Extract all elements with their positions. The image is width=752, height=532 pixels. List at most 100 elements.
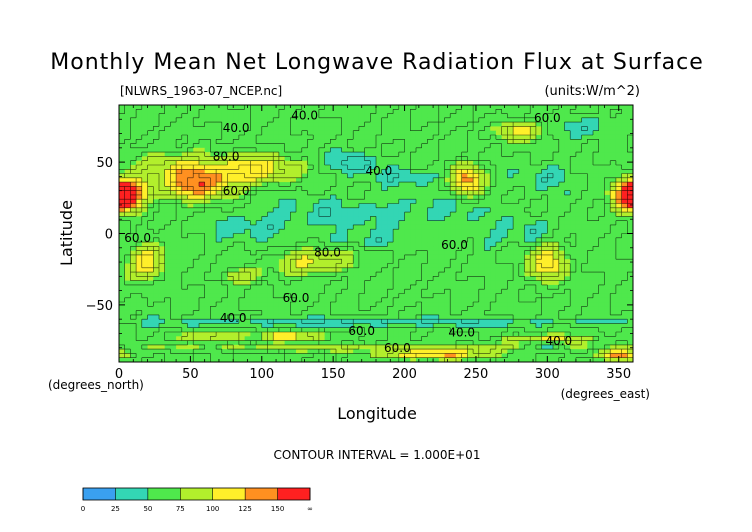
field-cell xyxy=(427,289,434,294)
field-cell xyxy=(415,263,423,269)
field-cell xyxy=(221,190,228,196)
field-cell xyxy=(353,272,360,277)
field-cell xyxy=(347,203,354,209)
field-cell xyxy=(256,302,263,307)
field-cell xyxy=(221,237,228,243)
field-cell xyxy=(290,194,297,200)
field-cell xyxy=(124,207,131,213)
field-cell xyxy=(170,160,177,166)
field-cell xyxy=(564,327,571,333)
field-cell xyxy=(495,272,503,277)
field-cell xyxy=(473,139,480,144)
field-cell xyxy=(244,182,251,187)
field-cell xyxy=(227,327,234,333)
field-cell xyxy=(141,182,148,187)
field-cell xyxy=(575,302,582,307)
field-cell xyxy=(518,147,525,153)
field-cell xyxy=(158,173,166,179)
field-cell xyxy=(421,220,428,226)
field-cell xyxy=(387,310,394,316)
field-cell xyxy=(158,190,166,196)
field-cell xyxy=(158,199,166,204)
field-cell xyxy=(398,224,405,230)
field-cell xyxy=(336,160,343,166)
field-cell xyxy=(124,130,131,136)
field-cell xyxy=(427,254,434,260)
field-cell xyxy=(141,336,148,341)
field-cell xyxy=(553,267,560,273)
field-cell xyxy=(136,220,143,226)
field-cell xyxy=(170,229,177,234)
field-cell xyxy=(278,216,286,222)
field-cell xyxy=(330,156,337,162)
field-cell xyxy=(473,143,480,149)
field-cell xyxy=(336,323,343,329)
field-cell xyxy=(170,186,177,192)
field-cell xyxy=(358,130,365,136)
field-cell xyxy=(484,186,491,192)
field-cell xyxy=(261,122,268,127)
field-cell xyxy=(455,332,463,337)
field-cell xyxy=(318,207,325,213)
field-cell xyxy=(119,117,126,123)
field-cell xyxy=(296,293,303,299)
field-cell xyxy=(627,272,634,277)
field-cell xyxy=(581,203,588,209)
field-cell xyxy=(353,216,360,222)
field-cell xyxy=(376,293,383,299)
field-cell xyxy=(615,212,622,217)
field-cell xyxy=(341,284,348,290)
field-cell xyxy=(330,199,337,204)
field-cell xyxy=(307,280,314,286)
field-cell xyxy=(141,327,148,333)
field-cell xyxy=(261,237,268,243)
field-cell xyxy=(541,297,548,303)
field-cell xyxy=(370,289,377,294)
field-cell xyxy=(570,199,577,204)
field-cell xyxy=(553,323,560,329)
field-cell xyxy=(364,319,371,324)
field-cell xyxy=(187,147,194,153)
field-cell xyxy=(473,233,480,239)
field-cell xyxy=(233,105,240,110)
field-cell xyxy=(473,113,480,119)
field-cell xyxy=(273,173,280,179)
field-cell xyxy=(381,276,388,282)
field-cell xyxy=(467,276,474,282)
field-cell xyxy=(610,199,617,204)
field-cell xyxy=(438,143,445,149)
field-cell xyxy=(307,199,314,204)
field-cell xyxy=(244,310,251,316)
field-cell xyxy=(136,229,143,234)
field-cell xyxy=(318,242,325,247)
field-cell xyxy=(330,263,337,269)
field-cell xyxy=(221,109,228,114)
field-cell xyxy=(410,190,417,196)
field-cell xyxy=(484,254,491,260)
field-cell xyxy=(604,237,611,243)
field-cell xyxy=(598,242,605,247)
field-cell xyxy=(570,306,577,311)
field-cell xyxy=(490,263,497,269)
field-cell xyxy=(358,259,365,264)
field-cell xyxy=(284,233,291,239)
field-cell xyxy=(507,336,514,341)
field-cell xyxy=(158,207,166,213)
field-cell xyxy=(119,319,126,324)
field-cell xyxy=(124,267,131,273)
field-cell xyxy=(193,319,200,324)
field-cell xyxy=(564,332,571,337)
field-cell xyxy=(627,199,634,204)
field-cell xyxy=(307,190,314,196)
field-cell xyxy=(187,169,194,174)
field-cell xyxy=(415,152,423,157)
field-cell xyxy=(170,122,177,127)
field-cell xyxy=(455,224,463,230)
field-cell xyxy=(181,182,188,187)
field-cell xyxy=(421,336,428,341)
field-cell xyxy=(404,284,411,290)
field-cell xyxy=(164,169,171,174)
field-cell xyxy=(455,267,463,273)
field-cell xyxy=(421,113,428,119)
field-cell xyxy=(347,302,354,307)
